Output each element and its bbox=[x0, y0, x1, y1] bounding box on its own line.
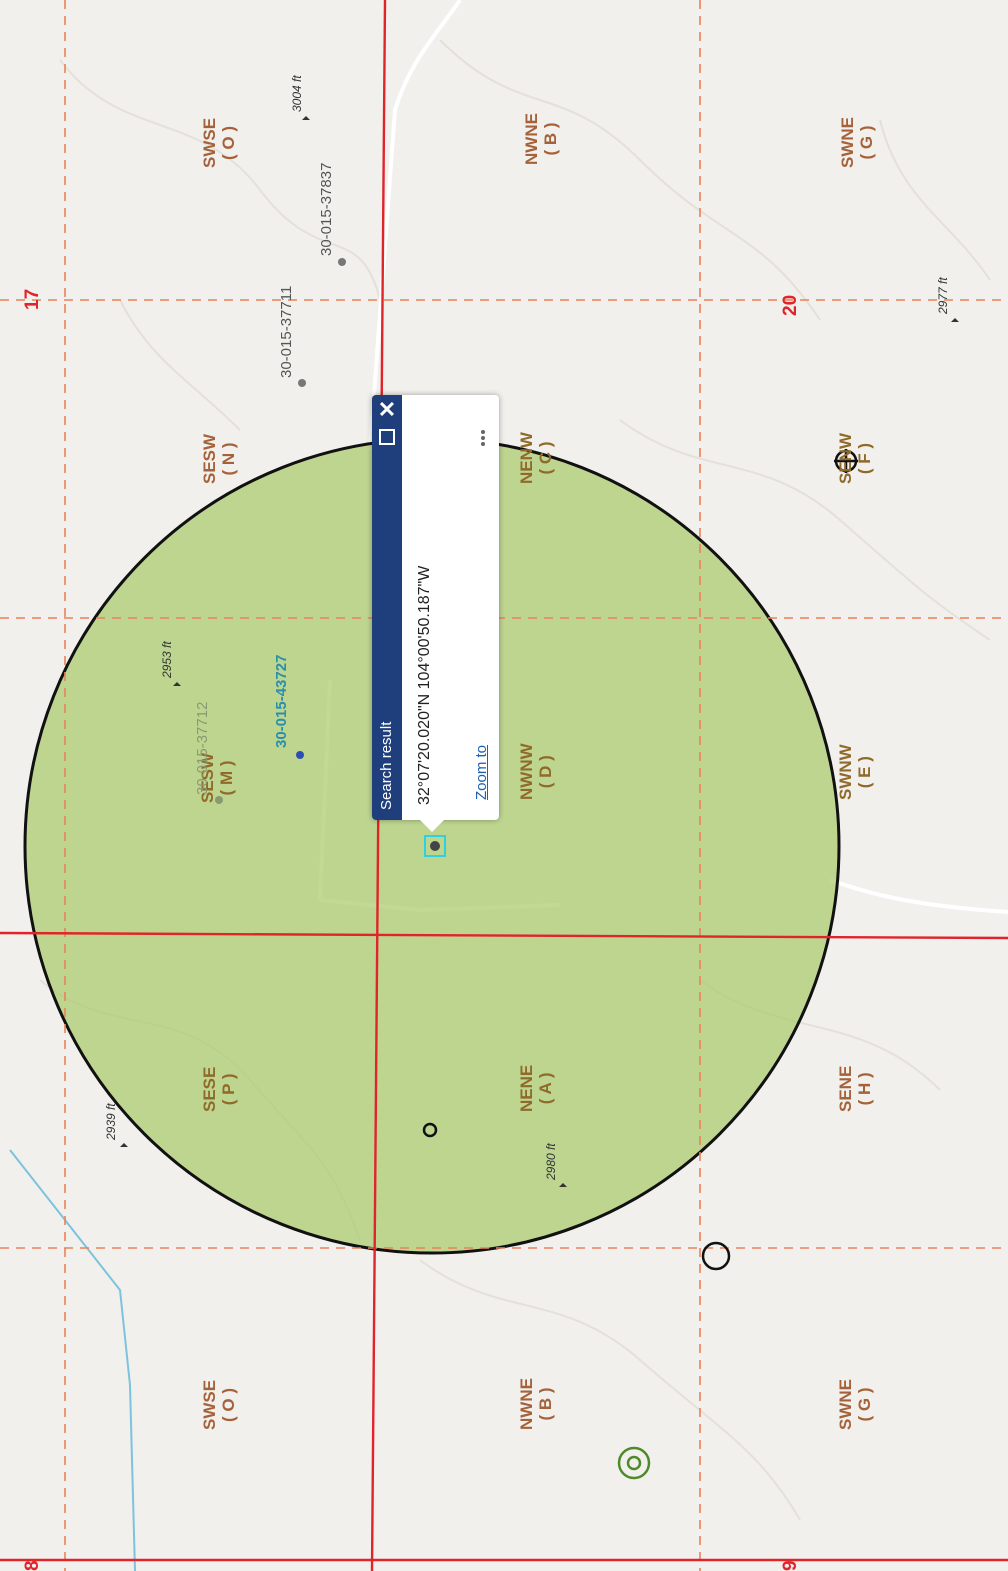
elevation-label: 3004 ft bbox=[290, 75, 304, 112]
popup-pointer bbox=[418, 818, 446, 832]
well-dot-37712[interactable] bbox=[215, 796, 223, 804]
dock-button[interactable] bbox=[379, 429, 395, 445]
elevation-label: 2980 ft bbox=[544, 1143, 558, 1180]
well-symbol-open[interactable] bbox=[701, 1241, 731, 1271]
well-dot-43727[interactable] bbox=[296, 751, 304, 759]
qq-label: NENW( C ) bbox=[517, 432, 555, 484]
qq-label: SESE( P ) bbox=[200, 1066, 238, 1112]
popup-header: ✕ Search result bbox=[372, 395, 402, 820]
qq-label: NWNW( D ) bbox=[517, 743, 555, 800]
qq-label: NWNE( B ) bbox=[517, 1378, 555, 1430]
qq-label: SENE( H ) bbox=[836, 1065, 874, 1112]
well-label[interactable]: 30-015-37837 bbox=[318, 162, 335, 256]
well-label-highlighted[interactable]: 30-015-43727 bbox=[273, 654, 290, 748]
close-button[interactable]: ✕ bbox=[377, 397, 397, 422]
search-result-popup: ✕ Search result 32°07'20.020"N 104°00'50… bbox=[372, 395, 499, 820]
well-symbol-ring[interactable] bbox=[422, 1122, 438, 1138]
qq-label: SWNE( G ) bbox=[836, 1379, 874, 1430]
section-number: 17 bbox=[22, 288, 43, 310]
search-marker-highlight bbox=[424, 835, 446, 857]
qq-label: SESW( N ) bbox=[200, 433, 238, 484]
section-number: 9 bbox=[780, 1560, 801, 1571]
section-number: 8 bbox=[22, 1560, 43, 1571]
well-dot-37711[interactable] bbox=[298, 379, 306, 387]
popup-title: Search result bbox=[378, 721, 395, 810]
qq-label: SWSE( O ) bbox=[200, 117, 238, 168]
qq-label: SENW( F ) bbox=[836, 433, 874, 484]
coordinates-text: 32°07'20.020"N 104°00'50.187"W bbox=[416, 565, 433, 805]
qq-label: NENE( A ) bbox=[517, 1064, 555, 1112]
section-number: 20 bbox=[780, 294, 801, 316]
river-line bbox=[9, 1149, 136, 1571]
well-symbol-green[interactable] bbox=[617, 1446, 651, 1480]
zoom-to-link[interactable]: Zoom to bbox=[473, 744, 490, 800]
qq-label: SWNW( E ) bbox=[836, 744, 874, 800]
elevation-markers bbox=[120, 116, 959, 1187]
qq-label: SWNE( G ) bbox=[838, 117, 876, 168]
elevation-label: 2953 ft bbox=[160, 641, 174, 678]
more-options-button[interactable] bbox=[468, 425, 498, 451]
elevation-label: 2939 ft bbox=[104, 1103, 118, 1140]
well-label[interactable]: 30-015-37712 bbox=[194, 701, 211, 795]
elevation-label: 2977 ft bbox=[936, 277, 950, 314]
well-label[interactable]: 30-015-37711 bbox=[278, 285, 295, 378]
qq-label: NWNE( B ) bbox=[522, 113, 560, 165]
well-dot-37837[interactable] bbox=[338, 258, 346, 266]
search-marker[interactable] bbox=[430, 841, 440, 851]
qq-label: SWSE( O ) bbox=[200, 1379, 238, 1430]
well-symbol-cross[interactable] bbox=[834, 449, 858, 473]
